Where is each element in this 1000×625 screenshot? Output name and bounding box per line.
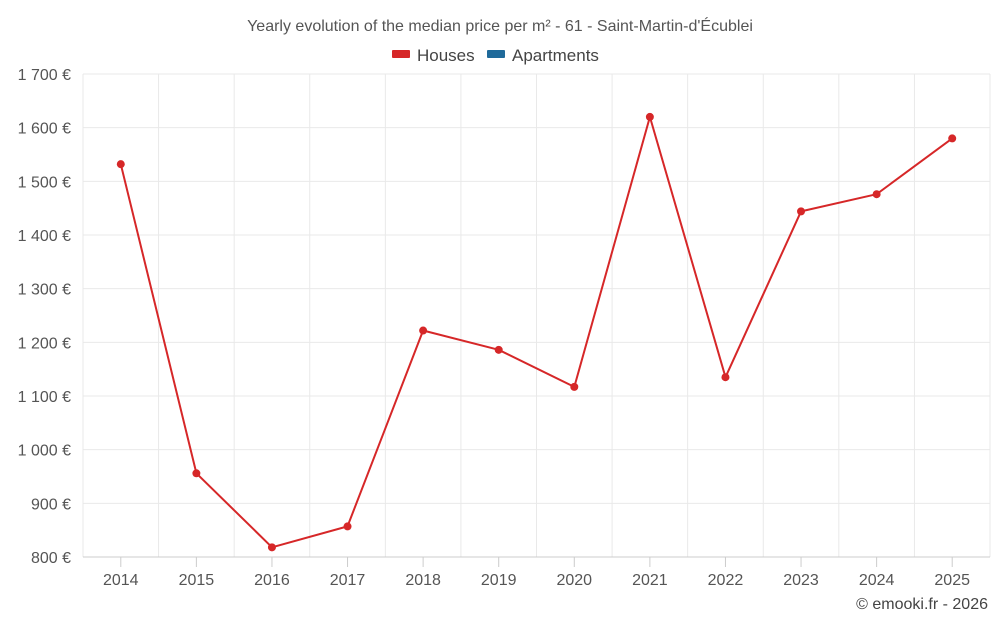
x-tick-label: 2014 — [103, 572, 139, 589]
y-tick-label: 800 € — [31, 550, 71, 567]
legend-item-apartments[interactable]: Apartments — [487, 46, 599, 65]
chart-title: Yearly evolution of the median price per… — [247, 16, 753, 35]
x-tick-label: 2025 — [934, 572, 970, 589]
data-point-houses[interactable] — [797, 207, 806, 216]
credit-text: © emooki.fr - 2026 — [856, 596, 988, 613]
series-line-houses — [119, 115, 953, 549]
series-layer — [116, 112, 957, 552]
x-tick-label: 2019 — [481, 572, 517, 589]
data-point-houses[interactable] — [343, 522, 352, 531]
y-tick-label: 1 000 € — [18, 443, 71, 460]
x-tick-label: 2024 — [859, 572, 895, 589]
data-point-houses[interactable] — [267, 543, 276, 552]
data-point-houses[interactable] — [570, 382, 579, 391]
data-point-houses[interactable] — [872, 190, 881, 199]
legend-swatch-apartments — [487, 50, 505, 58]
y-tick-label: 1 700 € — [18, 67, 71, 84]
x-axis-ticks: 2014 2015 2016 2017 2018 2019 2020 2021 2022 2023… — [103, 557, 970, 589]
x-tick-label: 2016 — [254, 572, 290, 589]
data-point-houses[interactable] — [116, 160, 125, 169]
data-point-houses[interactable] — [192, 469, 201, 478]
legend-swatch-houses — [392, 50, 410, 58]
data-point-houses[interactable] — [721, 373, 730, 382]
legend-item-houses[interactable]: Houses — [392, 46, 475, 65]
x-tick-label: 2020 — [556, 572, 592, 589]
x-tick-label: 2022 — [708, 572, 744, 589]
legend: Houses Apartments — [392, 46, 599, 65]
y-axis-ticks: 800 € 900 € 1 000 € 1 100 € 1 200 € 1 300 € 1 … — [18, 67, 71, 567]
legend-label-apartments: Apartments — [512, 46, 599, 65]
y-tick-label: 1 600 € — [18, 121, 71, 138]
x-tick-label: 2015 — [179, 572, 215, 589]
data-point-houses[interactable] — [948, 134, 957, 143]
y-tick-label: 1 400 € — [18, 228, 71, 245]
y-tick-label: 1 500 € — [18, 174, 71, 191]
y-tick-label: 1 300 € — [18, 282, 71, 299]
legend-label-houses: Houses — [417, 46, 475, 65]
y-tick-label: 1 100 € — [18, 389, 71, 406]
x-tick-label: 2017 — [330, 572, 366, 589]
x-tick-label: 2018 — [405, 572, 441, 589]
data-point-houses[interactable] — [645, 112, 654, 121]
data-point-houses[interactable] — [494, 345, 503, 354]
y-tick-label: 900 € — [31, 496, 71, 513]
x-tick-label: 2023 — [783, 572, 819, 589]
x-tick-label: 2021 — [632, 572, 668, 589]
data-point-houses[interactable] — [419, 326, 428, 335]
x-gridlines — [82, 74, 991, 557]
y-tick-label: 1 200 € — [18, 335, 71, 352]
